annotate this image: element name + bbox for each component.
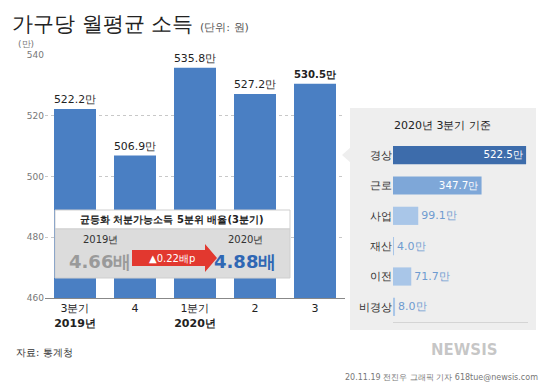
svg-text:균등화 처분가능소득 5분위 배율(3분기): 균등화 처분가능소득 5분위 배율(3분기)	[80, 214, 264, 225]
svg-text:근로: 근로	[370, 179, 392, 192]
svg-text:2020년: 2020년	[228, 234, 263, 245]
svg-text:347.7만: 347.7만	[439, 179, 479, 191]
svg-text:535.8만: 535.8만	[174, 52, 216, 65]
svg-text:이전: 이전	[370, 270, 392, 283]
svg-text:경상: 경상	[370, 149, 392, 162]
svg-text:460: 460	[27, 293, 44, 303]
svg-text:3: 3	[312, 302, 319, 315]
svg-text:(만): (만)	[18, 39, 34, 49]
svg-text:8.0만: 8.0만	[398, 300, 427, 313]
svg-text:4.66배: 4.66배	[69, 251, 131, 272]
svg-text:530.5만: 530.5만	[294, 69, 336, 80]
svg-text:사업: 사업	[370, 210, 392, 223]
svg-text:재산: 재산	[370, 240, 392, 253]
svg-text:▲0.22배p: ▲0.22배p	[149, 253, 195, 264]
svg-text:4: 4	[132, 302, 139, 315]
svg-text:2019년: 2019년	[83, 234, 118, 245]
svg-text:2: 2	[252, 302, 259, 315]
svg-text:자료: 통계청: 자료: 통계청	[16, 347, 73, 358]
svg-text:비경상: 비경상	[359, 301, 392, 314]
svg-text:522.5만: 522.5만	[483, 148, 523, 160]
svg-text:1분기2020년: 1분기2020년	[174, 302, 216, 329]
svg-text:20.11.19 전진우 그래픽 기자 618tue@new: 20.11.19 전진우 그래픽 기자 618tue@newsis.com	[345, 373, 538, 382]
svg-text:480: 480	[27, 232, 44, 242]
svg-text:500: 500	[27, 172, 44, 182]
svg-text:99.1만: 99.1만	[421, 209, 457, 222]
svg-text:2020년 3분기 기준: 2020년 3분기 기준	[394, 119, 491, 132]
svg-text:3분기2019년: 3분기2019년	[54, 302, 96, 329]
svg-text:가구당 월평균 소득 (단위: 원): 가구당 월평균 소득 (단위: 원)	[12, 12, 249, 36]
svg-text:540: 540	[27, 50, 44, 60]
svg-text:506.9만: 506.9만	[114, 140, 156, 153]
svg-text:4.88배: 4.88배	[214, 251, 276, 272]
svg-text:520: 520	[27, 111, 44, 121]
svg-text:71.7만: 71.7만	[414, 270, 450, 283]
svg-text:NEWSIS: NEWSIS	[431, 341, 498, 359]
svg-text:4.0만: 4.0만	[397, 240, 426, 253]
svg-text:522.2만: 522.2만	[54, 93, 96, 106]
svg-text:527.2만: 527.2만	[234, 78, 276, 91]
